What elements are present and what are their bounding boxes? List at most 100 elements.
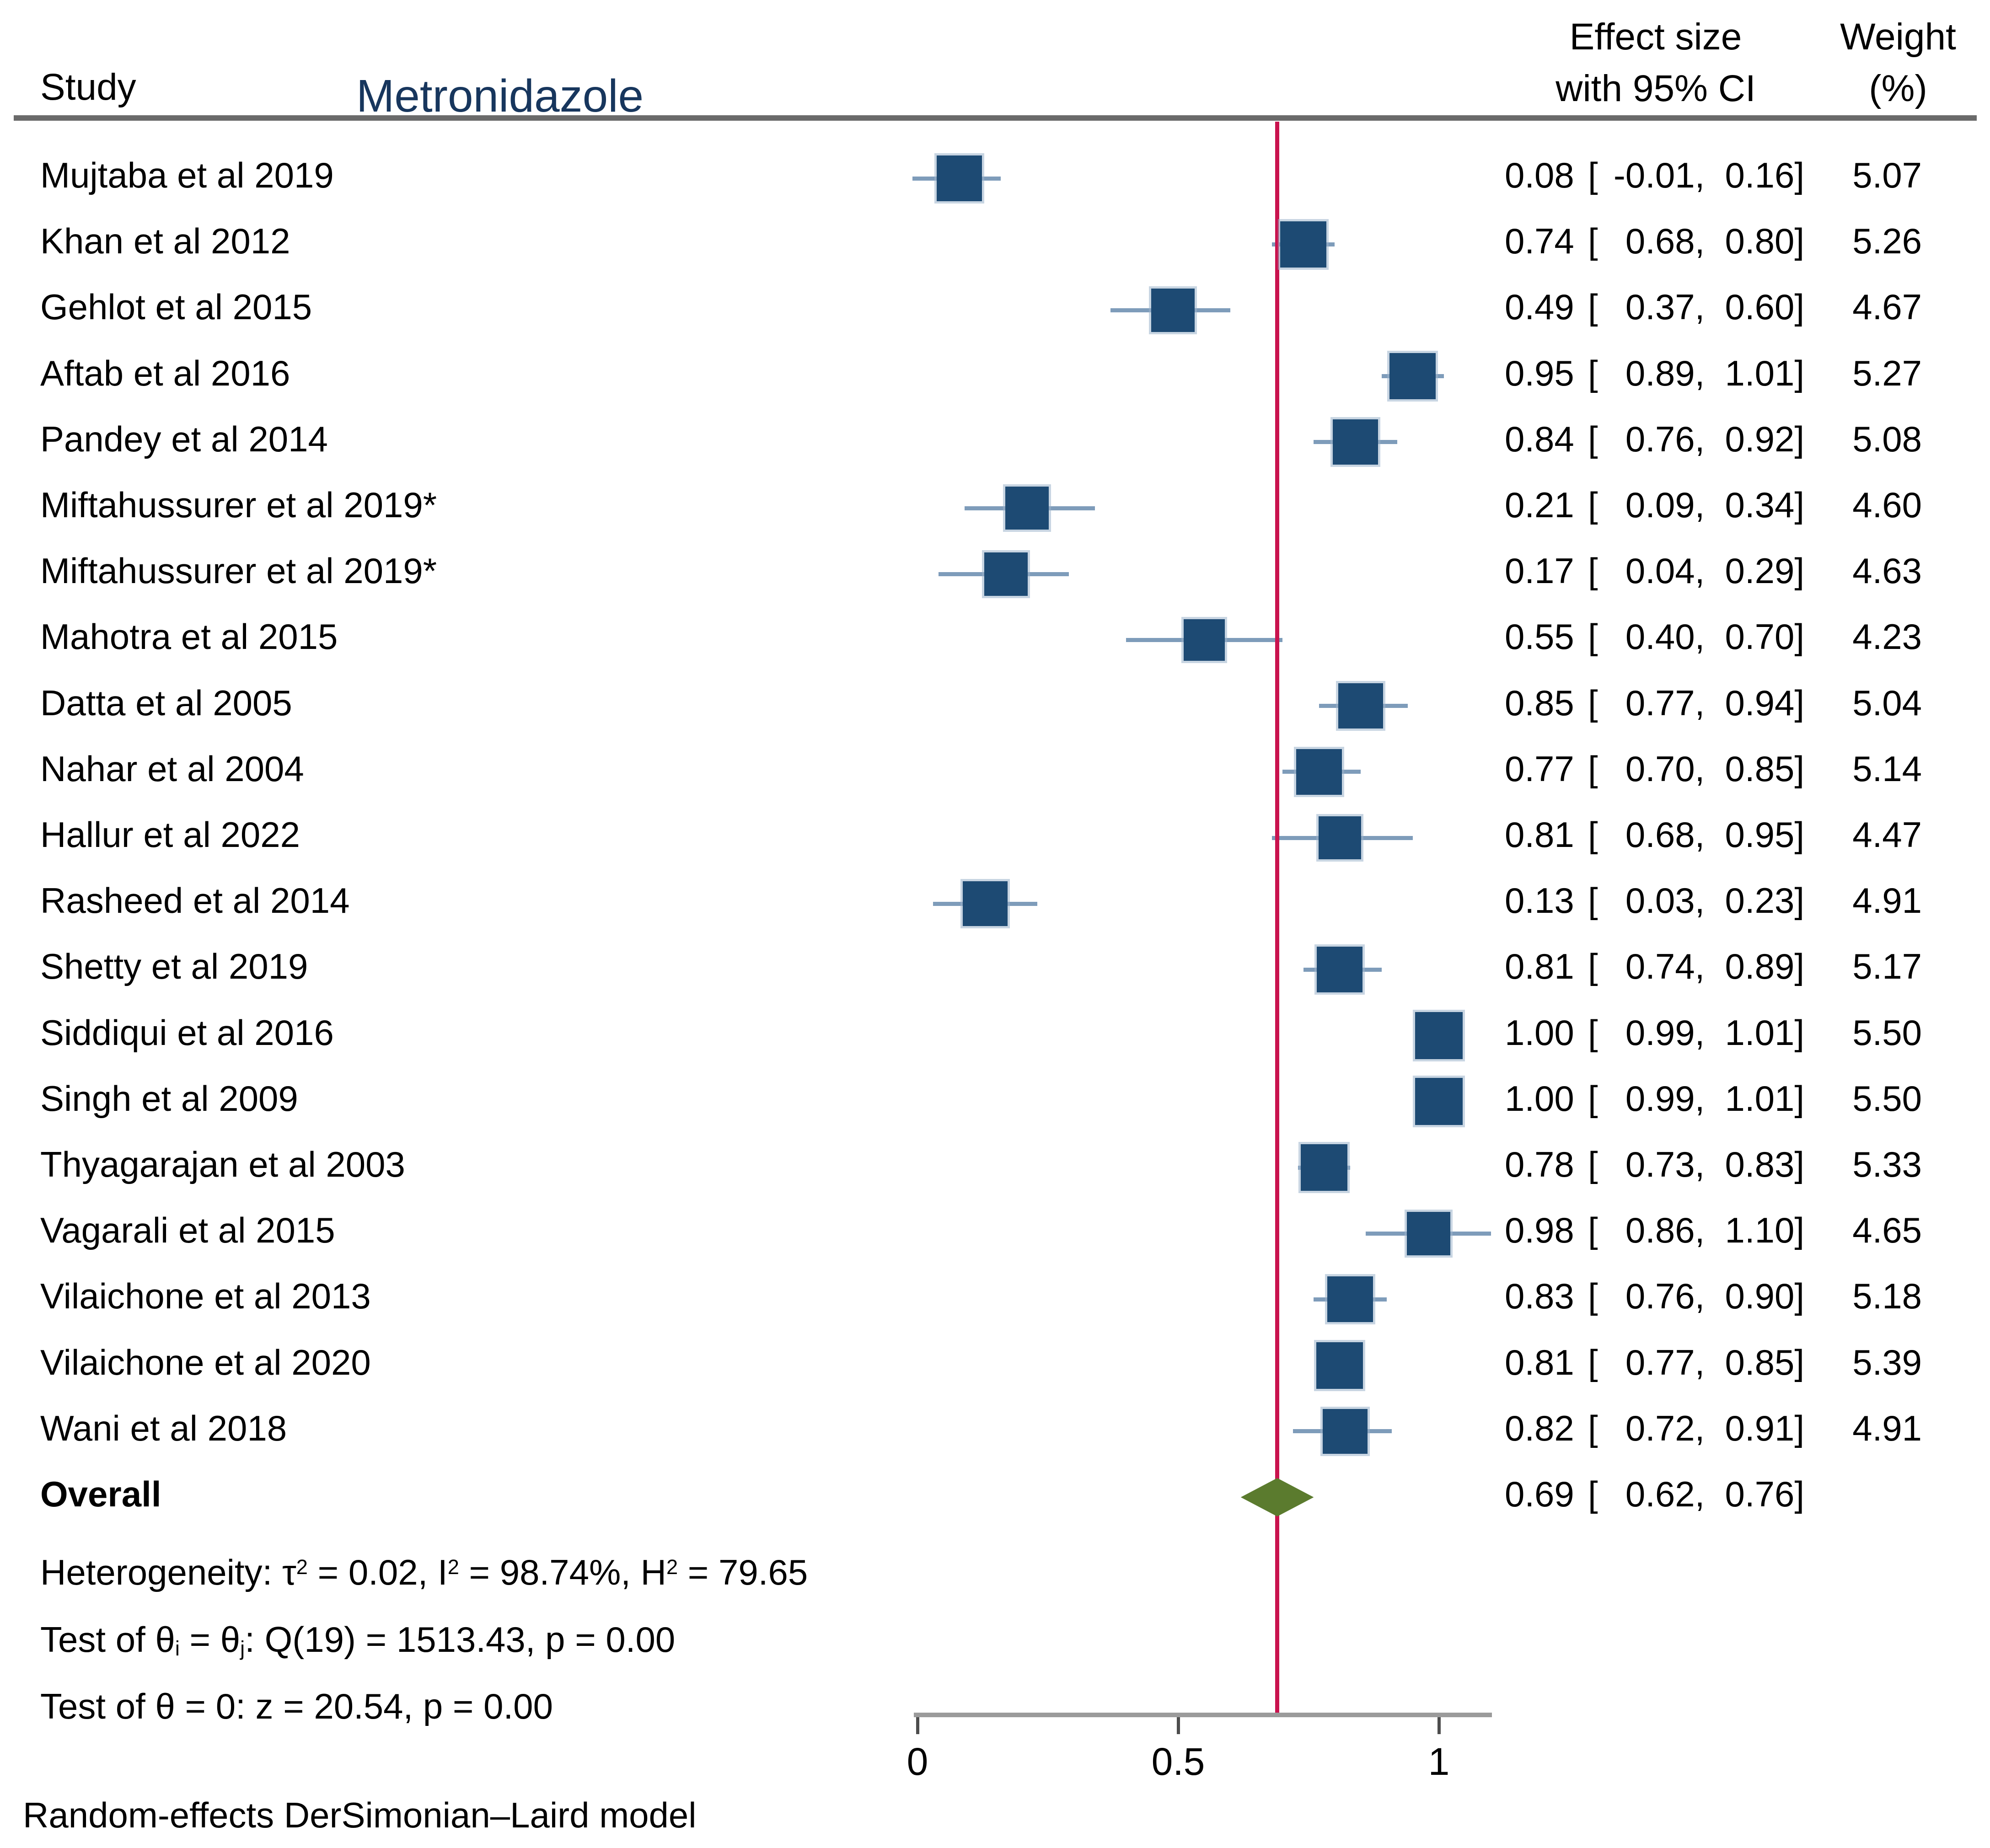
effect-square-marker	[1280, 221, 1327, 268]
column-header-study: Study	[40, 66, 136, 108]
weight-cell: 5.39	[1852, 1342, 1922, 1382]
effect-size-cell: 0.81 [0.77, 0.85]	[1505, 1344, 1804, 1380]
effect-size-cell: 1.00 [0.99, 1.01]	[1505, 1015, 1804, 1050]
ci-close-bracket: ]	[1794, 221, 1805, 262]
effect-estimate: 0.95	[1505, 353, 1574, 393]
ci-comma: ,	[1695, 155, 1705, 195]
ci-lower: 0.40	[1625, 616, 1695, 657]
weight-cell: 4.23	[1852, 616, 1922, 657]
ci-lower: 0.99	[1625, 1012, 1695, 1053]
ci-comma: ,	[1695, 1012, 1705, 1053]
weight-cell: 5.04	[1852, 682, 1922, 723]
ci-upper: 1.01	[1725, 1012, 1795, 1053]
ci-open-bracket: [	[1588, 748, 1598, 789]
ci-comma: ,	[1695, 946, 1705, 987]
effect-square-marker	[1406, 1211, 1450, 1255]
ci-upper: 0.16	[1725, 155, 1795, 195]
ci-open-bracket: [	[1588, 485, 1598, 525]
effect-square-marker	[1338, 683, 1384, 728]
stat-line-test-theta-zero: Test of θ = 0: z = 20.54, p = 0.00	[40, 1686, 553, 1726]
effect-size-cell: 0.83 [0.76, 0.90]	[1505, 1278, 1804, 1314]
effect-estimate: 0.85	[1505, 682, 1574, 723]
effect-estimate: 0.08	[1505, 155, 1574, 195]
x-axis-tick	[916, 1717, 919, 1734]
stat-line-test-theta-ij: Test of θi = θj: Q(19) = 1513.43, p = 0.…	[40, 1619, 676, 1661]
ci-lower: 0.72	[1625, 1408, 1695, 1448]
ci-open-bracket: [	[1588, 814, 1598, 855]
ci-close-bracket: ]	[1794, 1210, 1805, 1251]
weight-cell: 5.27	[1852, 353, 1922, 393]
weight-cell: 5.26	[1852, 221, 1922, 262]
study-label: Miftahussurer et al 2019*	[40, 551, 437, 591]
effect-size-cell: 0.49 [0.37, 0.60]	[1505, 289, 1804, 325]
ci-lower: 0.37	[1625, 287, 1695, 327]
effect-estimate: 1.00	[1505, 1078, 1574, 1119]
ci-close-bracket: ]	[1794, 287, 1805, 327]
column-header-effect-size-line1: Effect size	[1569, 16, 1742, 58]
effect-size-cell: 0.21 [0.09, 0.34]	[1505, 487, 1804, 523]
ci-upper: 0.34	[1725, 485, 1795, 525]
weight-cell: 5.50	[1852, 1078, 1922, 1119]
ci-upper: 1.01	[1725, 1078, 1795, 1119]
column-header-weight-line2: (%)	[1869, 68, 1927, 109]
ci-lower: 0.74	[1625, 946, 1695, 987]
ci-lower: 0.76	[1625, 1276, 1695, 1317]
weight-cell: 5.18	[1852, 1276, 1922, 1317]
weight-cell: 5.08	[1852, 418, 1922, 459]
effect-square-marker	[1317, 947, 1363, 993]
study-label: Rasheed et al 2014	[40, 880, 350, 921]
ci-lower: -0.01	[1613, 155, 1695, 195]
ci-open-bracket: [	[1588, 880, 1598, 921]
ci-open-bracket: [	[1588, 1210, 1598, 1251]
header-divider	[14, 115, 1977, 121]
sub-script: j	[240, 1637, 245, 1661]
effect-estimate: 0.98	[1505, 1210, 1574, 1251]
effect-size-cell: 0.74 [0.68, 0.80]	[1505, 223, 1804, 259]
study-label: Nahar et al 2004	[40, 748, 304, 789]
sub-script: i	[175, 1637, 180, 1661]
effect-size-cell: 0.84 [0.76, 0.92]	[1505, 421, 1804, 457]
ci-lower: 0.77	[1625, 1342, 1695, 1382]
effect-square-marker	[963, 881, 1008, 926]
ci-close-bracket: ]	[1794, 682, 1805, 723]
ci-lower: 0.04	[1625, 551, 1695, 591]
ci-open-bracket: [	[1588, 1474, 1598, 1514]
study-label: Khan et al 2012	[40, 221, 290, 262]
ci-upper: 0.60	[1725, 287, 1795, 327]
ci-comma: ,	[1695, 1078, 1705, 1119]
study-label: Vagarali et al 2015	[40, 1210, 335, 1251]
ci-upper: 0.89	[1725, 946, 1795, 987]
ci-lower: 0.03	[1625, 880, 1695, 921]
ci-lower: 0.73	[1625, 1144, 1695, 1184]
ci-close-bracket: ]	[1794, 1474, 1805, 1514]
study-label: Singh et al 2009	[40, 1078, 298, 1119]
ci-open-bracket: [	[1588, 287, 1598, 327]
weight-cell: 4.65	[1852, 1210, 1922, 1251]
weight-cell: 4.47	[1852, 814, 1922, 855]
ci-close-bracket: ]	[1794, 1144, 1805, 1184]
study-label: Mahotra et al 2015	[40, 616, 338, 657]
effect-estimate: 0.78	[1505, 1144, 1574, 1184]
x-axis-tick-label: 0.5	[1151, 1740, 1205, 1783]
study-label: Vilaichone et al 2013	[40, 1276, 371, 1317]
effect-size-cell: 0.98 [0.86, 1.10]	[1505, 1212, 1804, 1248]
effect-size-cell: 0.95 [0.89, 1.01]	[1505, 355, 1804, 391]
ci-open-bracket: [	[1588, 418, 1598, 459]
weight-cell: 4.91	[1852, 880, 1922, 921]
ci-lower: 0.68	[1625, 814, 1695, 855]
ci-upper: 0.23	[1725, 880, 1795, 921]
effect-estimate: 0.81	[1505, 946, 1574, 987]
ci-comma: ,	[1695, 616, 1705, 657]
ci-close-bracket: ]	[1794, 353, 1805, 393]
effect-square-marker	[1323, 1409, 1368, 1454]
effect-estimate: 0.49	[1505, 287, 1574, 327]
ci-comma: ,	[1695, 1276, 1705, 1317]
ci-close-bracket: ]	[1794, 485, 1805, 525]
effect-estimate: 0.69	[1505, 1474, 1574, 1514]
ci-open-bracket: [	[1588, 1012, 1598, 1053]
effect-estimate: 0.83	[1505, 1276, 1574, 1317]
effect-square-marker	[1415, 1078, 1463, 1125]
effect-square-marker	[1151, 288, 1195, 332]
effect-size-cell: 0.78 [0.73, 0.83]	[1505, 1146, 1804, 1182]
